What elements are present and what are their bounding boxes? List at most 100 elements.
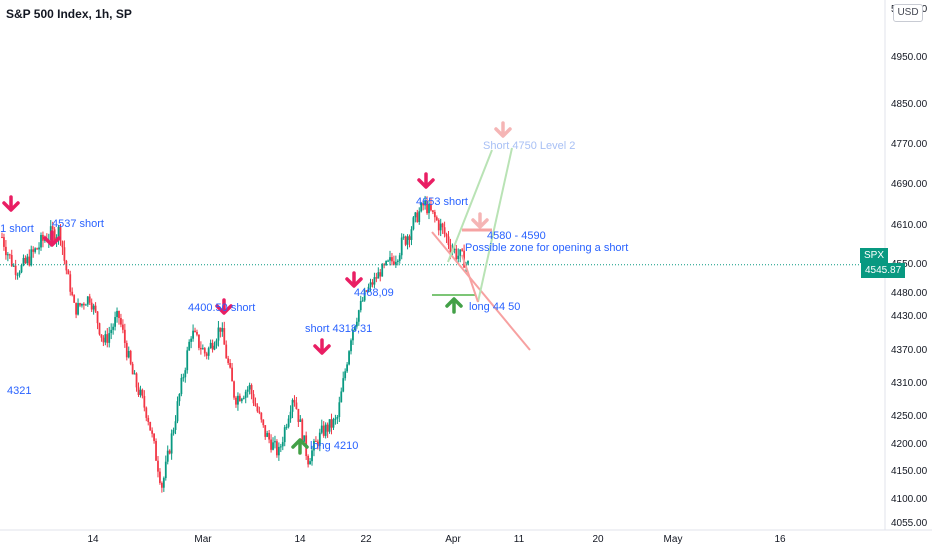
- candle-body: [151, 430, 154, 434]
- candle-body: [162, 478, 165, 488]
- candle-body: [350, 340, 352, 352]
- annotation-label: 4321: [7, 385, 31, 397]
- candle-body: [168, 450, 171, 454]
- short-arrow-icon: [345, 271, 363, 288]
- short-arrow-icon: [313, 338, 331, 355]
- candle-body: [348, 351, 350, 365]
- candle-body: [42, 234, 44, 241]
- candle-body: [352, 329, 354, 341]
- x-tick-label: 14: [87, 534, 99, 545]
- candle-body: [164, 461, 167, 479]
- candle-body: [108, 333, 111, 343]
- candle-body: [81, 303, 83, 306]
- candle-body: [112, 326, 115, 330]
- candle-body: [283, 427, 286, 443]
- candle-body: [371, 282, 374, 285]
- candle-body: [344, 371, 347, 379]
- candle-body: [443, 227, 446, 235]
- candle-body: [209, 342, 212, 349]
- candle-body: [186, 350, 189, 371]
- candle-body: [391, 257, 393, 262]
- candle-body: [88, 296, 91, 303]
- candle-body: [172, 429, 175, 434]
- candle-body: [328, 419, 331, 432]
- candle-body: [137, 387, 140, 395]
- candle-body: [213, 345, 216, 350]
- y-tick-label: 4250.00: [891, 411, 928, 422]
- candle-body: [98, 323, 101, 335]
- candle-body: [266, 432, 269, 437]
- candle-body: [18, 272, 21, 275]
- candle-body: [433, 211, 436, 218]
- annotation-label: 4580 - 4590: [487, 230, 546, 242]
- candle-body: [118, 310, 120, 319]
- candle-body: [145, 407, 148, 418]
- candle-body: [453, 248, 456, 250]
- projection-leg: [461, 254, 479, 303]
- candle-body: [309, 461, 311, 465]
- x-tick-label: 20: [592, 534, 604, 545]
- candle-body: [252, 394, 255, 404]
- x-tick-label: 11: [514, 534, 525, 545]
- candle-body: [297, 408, 300, 422]
- candle-body: [38, 247, 40, 250]
- candle-body: [276, 441, 278, 456]
- candle-body: [268, 432, 271, 440]
- candle-body: [149, 421, 152, 431]
- candle-body: [281, 442, 284, 447]
- candle-body: [457, 255, 460, 260]
- candle-body: [61, 241, 64, 248]
- candle-body: [57, 226, 60, 238]
- candle-body: [322, 425, 325, 436]
- candle-body: [201, 348, 204, 350]
- candle-body: [338, 402, 341, 418]
- candle-body: [313, 440, 315, 451]
- candle-body: [435, 217, 438, 221]
- candle-body: [73, 295, 76, 303]
- y-tick-label: 4950.00: [891, 52, 928, 63]
- candle-body: [182, 377, 185, 379]
- candle-body: [120, 318, 122, 325]
- candle-body: [215, 340, 218, 346]
- candle-body: [207, 348, 210, 356]
- y-tick-label: 4550.00: [891, 259, 928, 270]
- candle-body: [355, 321, 358, 327]
- candle-body: [326, 424, 329, 432]
- candle-body: [334, 418, 337, 420]
- candle-body: [359, 301, 362, 311]
- candle-body: [441, 223, 444, 228]
- candle-body: [445, 234, 448, 237]
- candle-body: [121, 324, 124, 330]
- y-tick-label: 4370.00: [891, 345, 928, 356]
- annotation-label: long 44 50: [469, 301, 520, 313]
- candle-body: [219, 327, 222, 332]
- candle-body: [16, 274, 19, 276]
- candle-body: [129, 350, 132, 364]
- candle-body: [303, 435, 306, 442]
- annotation-label: 4653 short: [416, 196, 468, 208]
- x-tick-label: 14: [294, 534, 306, 545]
- candle-body: [346, 364, 349, 372]
- candle-body: [418, 211, 421, 223]
- currency-button[interactable]: USD: [893, 4, 923, 22]
- x-tick-label: 16: [774, 534, 786, 545]
- candle-body: [258, 411, 261, 413]
- candle-body: [229, 362, 232, 368]
- candle-body: [184, 370, 187, 378]
- candle-body: [75, 302, 77, 315]
- candle-body: [123, 329, 126, 344]
- candle-body: [416, 212, 419, 223]
- chart-title: S&P 500 Index, 1h, SP: [6, 7, 132, 21]
- candle-body: [188, 341, 191, 351]
- candle-body: [147, 417, 150, 422]
- candle-body: [404, 236, 407, 245]
- candle-body: [367, 286, 370, 292]
- candle-body: [332, 419, 335, 428]
- projection-up-line-1: [447, 149, 493, 263]
- candle-body: [135, 373, 138, 388]
- y-tick-label: 4150.00: [891, 466, 928, 477]
- candle-body: [198, 334, 200, 348]
- y-tick-label: 4055.00: [891, 518, 928, 529]
- candle-body: [22, 257, 25, 266]
